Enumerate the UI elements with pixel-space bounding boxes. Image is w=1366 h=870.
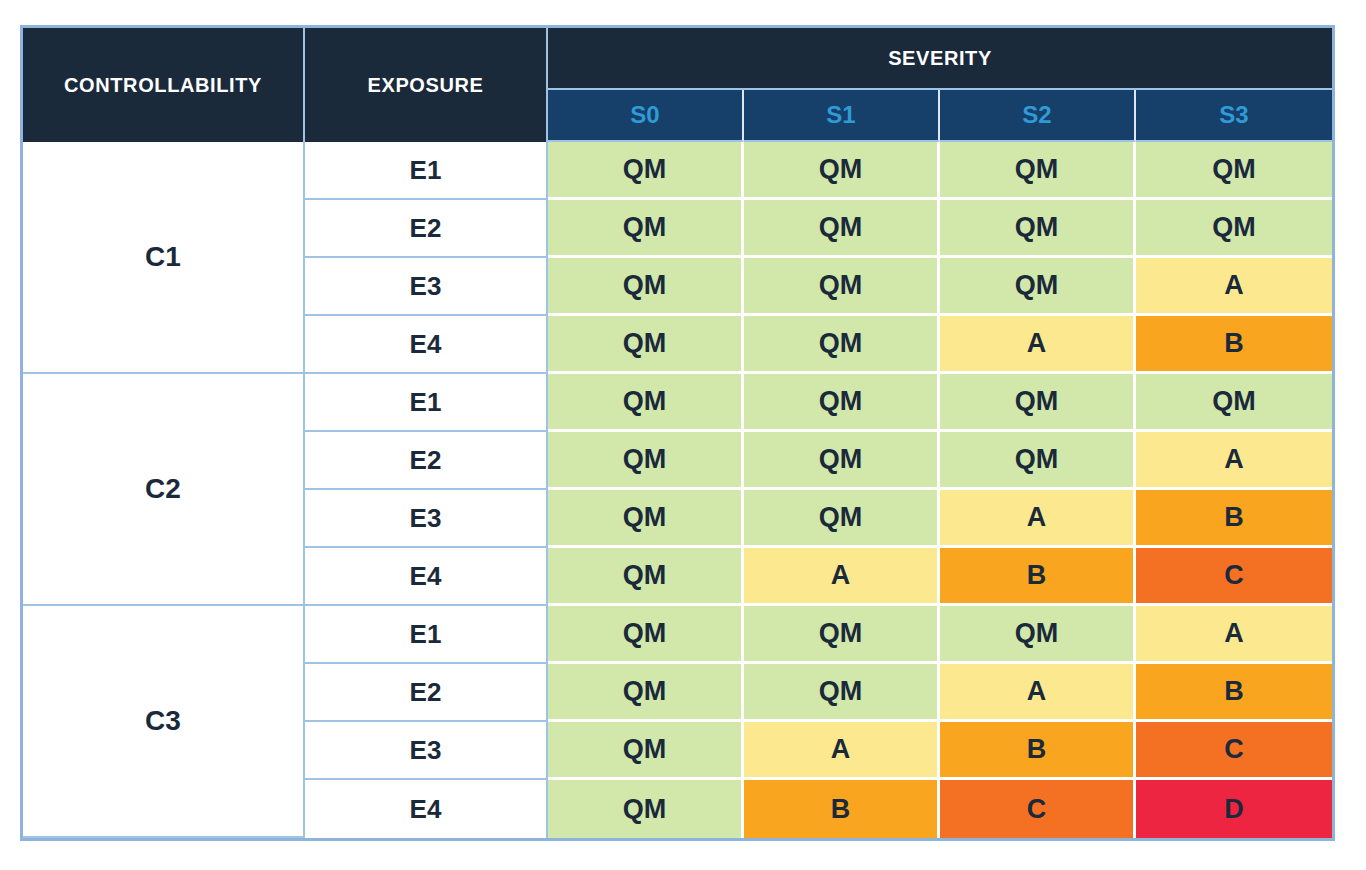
asil-cell: B <box>1136 316 1332 374</box>
asil-cell: QM <box>940 374 1136 432</box>
controllability-c3-cell: C3 <box>23 606 305 838</box>
asil-cell: A <box>744 548 940 606</box>
asil-cell: QM <box>548 316 744 374</box>
asil-cell: QM <box>940 200 1136 258</box>
severity-level-s2: S2 <box>940 90 1136 142</box>
controllability-c1-cell: C1 <box>23 142 305 374</box>
exposure-cell: E3 <box>305 722 548 780</box>
asil-cell: QM <box>940 142 1136 200</box>
asil-cell: D <box>1136 780 1332 838</box>
asil-cell: B <box>1136 490 1332 548</box>
exposure-cell: E2 <box>305 664 548 722</box>
asil-cell: QM <box>548 664 744 722</box>
asil-cell: QM <box>744 490 940 548</box>
severity-level-s0: S0 <box>548 90 744 142</box>
header-row: CONTROLLABILITY EXPOSURE SEVERITY <box>23 28 1332 90</box>
asil-cell: B <box>1136 664 1332 722</box>
asil-cell: C <box>1136 722 1332 780</box>
exposure-cell: E1 <box>305 606 548 664</box>
severity-group-header: SEVERITY <box>548 28 1332 90</box>
asil-cell: QM <box>548 606 744 664</box>
asil-cell: QM <box>548 780 744 838</box>
asil-cell: A <box>940 664 1136 722</box>
asil-cell: QM <box>744 316 940 374</box>
asil-cell: QM <box>744 374 940 432</box>
asil-cell: QM <box>744 258 940 316</box>
asil-cell: C <box>1136 548 1332 606</box>
asil-cell: QM <box>744 142 940 200</box>
severity-level-s1: S1 <box>744 90 940 142</box>
asil-cell: B <box>940 548 1136 606</box>
asil-determination-matrix: CONTROLLABILITY EXPOSURE SEVERITY S0 S1 … <box>20 25 1335 841</box>
asil-cell: QM <box>744 664 940 722</box>
asil-cell: QM <box>1136 374 1332 432</box>
table-row: C3 E1 QM QM QM A <box>23 606 1332 664</box>
asil-cell: C <box>940 780 1136 838</box>
severity-level-s3: S3 <box>1136 90 1332 142</box>
asil-cell: A <box>940 490 1136 548</box>
asil-cell: B <box>940 722 1136 780</box>
asil-cell: QM <box>940 258 1136 316</box>
exposure-cell: E3 <box>305 258 548 316</box>
exposure-cell: E2 <box>305 432 548 490</box>
asil-cell: QM <box>548 142 744 200</box>
exposure-cell: E4 <box>305 316 548 374</box>
controllability-column-header: CONTROLLABILITY <box>23 28 305 142</box>
controllability-c2-cell: C2 <box>23 374 305 606</box>
table-row: C1 E1 QM QM QM QM <box>23 142 1332 200</box>
asil-cell: QM <box>548 200 744 258</box>
exposure-cell: E2 <box>305 200 548 258</box>
asil-cell: QM <box>548 490 744 548</box>
asil-cell: B <box>744 780 940 838</box>
asil-cell: QM <box>940 606 1136 664</box>
asil-cell: QM <box>744 606 940 664</box>
asil-cell: QM <box>548 722 744 780</box>
exposure-cell: E1 <box>305 374 548 432</box>
asil-cell: QM <box>548 258 744 316</box>
asil-cell: QM <box>1136 142 1332 200</box>
asil-cell: A <box>1136 606 1332 664</box>
asil-cell: QM <box>1136 200 1332 258</box>
asil-cell: A <box>744 722 940 780</box>
asil-cell: QM <box>548 432 744 490</box>
exposure-cell: E4 <box>305 780 548 838</box>
asil-cell: QM <box>744 200 940 258</box>
exposure-cell: E1 <box>305 142 548 200</box>
asil-cell: A <box>940 316 1136 374</box>
table-row: C2 E1 QM QM QM QM <box>23 374 1332 432</box>
exposure-cell: E3 <box>305 490 548 548</box>
asil-cell: QM <box>744 432 940 490</box>
asil-cell: A <box>1136 258 1332 316</box>
asil-cell: QM <box>940 432 1136 490</box>
asil-cell: QM <box>548 548 744 606</box>
asil-cell: A <box>1136 432 1332 490</box>
exposure-column-header: EXPOSURE <box>305 28 548 142</box>
asil-cell: QM <box>548 374 744 432</box>
exposure-cell: E4 <box>305 548 548 606</box>
